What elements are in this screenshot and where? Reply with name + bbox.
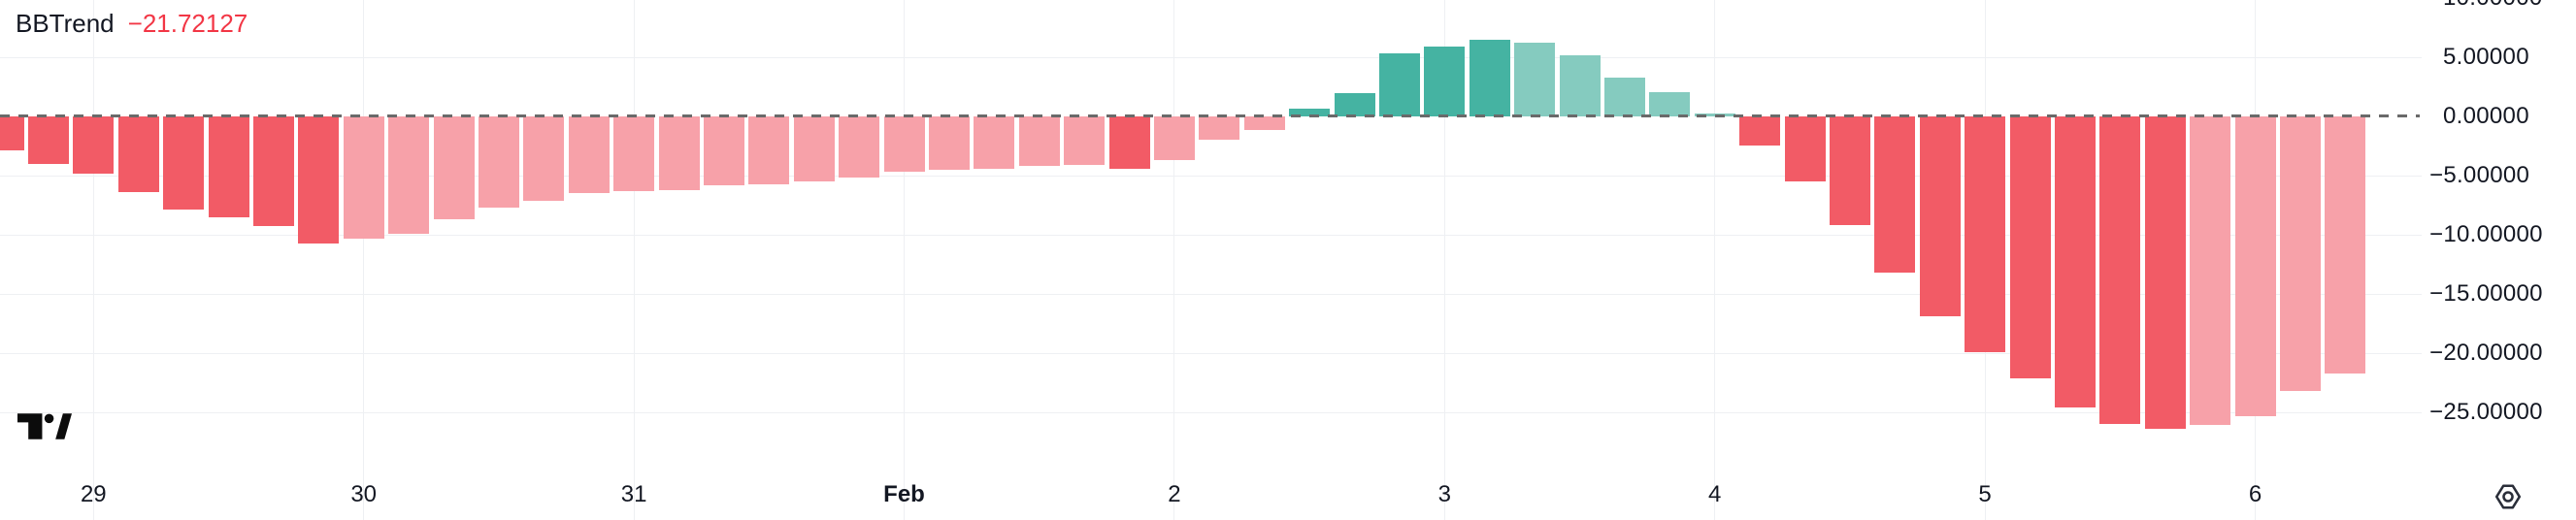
vertical-gridline bbox=[633, 0, 635, 520]
vertical-gridline bbox=[1714, 0, 1716, 520]
time-scale-label: 5 bbox=[1978, 481, 1992, 507]
histogram-bar[interactable] bbox=[2325, 116, 2366, 374]
histogram-bar[interactable] bbox=[658, 116, 700, 190]
histogram-bar[interactable] bbox=[2099, 116, 2141, 425]
histogram-bar[interactable] bbox=[1469, 39, 1510, 116]
histogram-bar[interactable] bbox=[2190, 116, 2231, 426]
histogram-bar[interactable] bbox=[73, 116, 115, 174]
time-scale-label: 4 bbox=[1708, 481, 1722, 507]
histogram-bar[interactable] bbox=[117, 116, 159, 193]
histogram-bar[interactable] bbox=[974, 116, 1015, 169]
vertical-gridline bbox=[1443, 0, 1445, 520]
price-scale-label: −25.00000 bbox=[2429, 399, 2543, 425]
histogram-bar[interactable] bbox=[1874, 116, 1916, 274]
histogram-bar[interactable] bbox=[1965, 116, 2006, 352]
plot-area[interactable] bbox=[0, 0, 2368, 520]
histogram-bar[interactable] bbox=[523, 116, 565, 201]
indicator-value: −21.72127 bbox=[127, 9, 248, 38]
histogram-bar[interactable] bbox=[2144, 116, 2186, 430]
histogram-bar[interactable] bbox=[703, 116, 744, 185]
histogram-bar[interactable] bbox=[1199, 116, 1240, 140]
time-scale-label: 3 bbox=[1437, 481, 1451, 507]
indicator-title[interactable]: BBTrend bbox=[16, 9, 115, 38]
histogram-bar[interactable] bbox=[0, 116, 24, 151]
histogram-bar[interactable] bbox=[27, 116, 69, 164]
horizontal-gridline bbox=[0, 56, 2422, 58]
histogram-bar[interactable] bbox=[252, 116, 294, 227]
histogram-bar[interactable] bbox=[2279, 116, 2321, 392]
histogram-bar[interactable] bbox=[568, 116, 610, 194]
hexagon-settings-icon[interactable] bbox=[2493, 482, 2523, 511]
price-scale-label: −20.00000 bbox=[2429, 340, 2543, 366]
price-scale-label: −15.00000 bbox=[2429, 280, 2543, 307]
histogram-bar[interactable] bbox=[1559, 54, 1601, 116]
horizontal-gridline bbox=[0, 234, 2422, 236]
price-scale-label: −10.00000 bbox=[2429, 221, 2543, 247]
vertical-gridline bbox=[904, 0, 905, 520]
histogram-bar[interactable] bbox=[208, 116, 249, 217]
histogram-bar[interactable] bbox=[1334, 92, 1375, 116]
time-scale-label: 2 bbox=[1168, 481, 1181, 507]
time-scale-label: 30 bbox=[350, 481, 378, 507]
histogram-bar[interactable] bbox=[1064, 116, 1106, 166]
histogram-bar[interactable] bbox=[1018, 116, 1060, 166]
histogram-bar[interactable] bbox=[343, 116, 384, 239]
tradingview-logo-icon[interactable] bbox=[17, 413, 72, 439]
histogram-bar[interactable] bbox=[2009, 116, 2051, 378]
histogram-bar[interactable] bbox=[1649, 91, 1691, 116]
histogram-bar[interactable] bbox=[478, 116, 519, 208]
histogram-bar[interactable] bbox=[1424, 47, 1466, 116]
price-scale-label: 10.00000 bbox=[2443, 0, 2543, 11]
time-scale-label: 29 bbox=[80, 481, 107, 507]
indicator-legend[interactable]: BBTrend −21.72127 bbox=[16, 8, 248, 39]
histogram-bar[interactable] bbox=[1919, 116, 1961, 317]
horizontal-gridline bbox=[0, 352, 2422, 354]
histogram-bar[interactable] bbox=[1378, 53, 1420, 116]
histogram-bar[interactable] bbox=[2234, 116, 2276, 416]
histogram-bar[interactable] bbox=[748, 116, 790, 184]
histogram-bar[interactable] bbox=[613, 116, 655, 191]
histogram-bar[interactable] bbox=[1153, 116, 1195, 161]
vertical-gridline bbox=[1173, 0, 1175, 520]
histogram-bar[interactable] bbox=[1739, 116, 1781, 146]
histogram-bar[interactable] bbox=[1784, 116, 1826, 182]
histogram-bar[interactable] bbox=[1108, 116, 1150, 169]
histogram-bar[interactable] bbox=[1243, 116, 1285, 131]
time-scale-label: 31 bbox=[620, 481, 647, 507]
price-scale-label: 5.00000 bbox=[2443, 44, 2529, 70]
histogram-bar[interactable] bbox=[1514, 43, 1556, 116]
vertical-gridline bbox=[92, 0, 94, 520]
price-scale-label: 0.00000 bbox=[2443, 103, 2529, 129]
histogram-bar[interactable] bbox=[1603, 77, 1645, 116]
histogram-bar[interactable] bbox=[163, 116, 205, 211]
histogram-bar[interactable] bbox=[2054, 116, 2096, 408]
time-scale-label: 6 bbox=[2248, 481, 2262, 507]
histogram-bar[interactable] bbox=[793, 116, 835, 182]
price-scale-label: −5.00000 bbox=[2429, 162, 2530, 188]
horizontal-gridline bbox=[0, 411, 2422, 413]
time-scale-label: Feb bbox=[883, 481, 925, 507]
horizontal-gridline bbox=[0, 293, 2422, 295]
histogram-bar[interactable] bbox=[928, 116, 970, 170]
zero-dashed-line bbox=[0, 114, 2420, 117]
vertical-gridline bbox=[363, 0, 365, 520]
histogram-bar[interactable] bbox=[1289, 108, 1331, 116]
histogram-bar[interactable] bbox=[433, 116, 475, 220]
histogram-bar[interactable] bbox=[388, 116, 430, 234]
histogram-bar[interactable] bbox=[883, 116, 925, 173]
horizontal-gridline bbox=[0, 175, 2422, 177]
histogram-bar[interactable] bbox=[298, 116, 340, 244]
histogram-bar[interactable] bbox=[1829, 116, 1870, 226]
histogram-bar[interactable] bbox=[839, 116, 880, 179]
